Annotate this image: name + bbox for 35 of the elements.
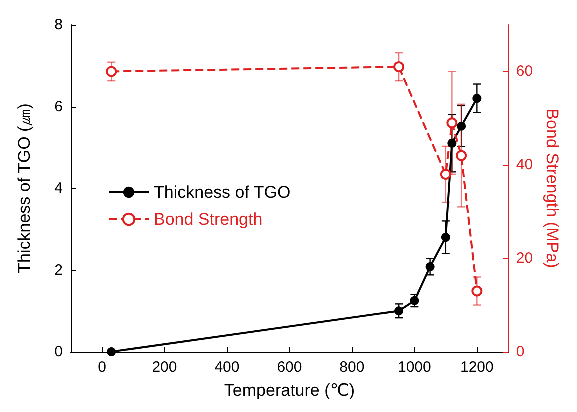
- y-tick-label: 8: [54, 16, 63, 34]
- x-tick-label: 1000: [398, 359, 432, 376]
- x-tick-label: 200: [152, 359, 178, 376]
- x-tick-label: 800: [340, 359, 365, 376]
- legend-label: Bond Strength: [154, 210, 263, 229]
- y-tick-label: 4: [54, 180, 63, 197]
- point: [107, 348, 116, 356]
- point: [394, 306, 404, 316]
- point: [446, 118, 458, 129]
- point: [426, 262, 435, 272]
- y-tick-label: 2: [54, 262, 63, 279]
- y2-tick-label: 20: [516, 250, 534, 268]
- point: [472, 286, 483, 297]
- y2-tick-label: 0: [516, 344, 525, 360]
- y2-axis-title: Bond Strength (MPa): [543, 108, 562, 268]
- y2-tick-label: 60: [516, 63, 534, 80]
- y-tick-label: 6: [54, 98, 63, 116]
- x-tick-label: 600: [277, 359, 302, 376]
- point: [394, 62, 405, 73]
- point: [440, 168, 452, 180]
- point: [410, 296, 420, 306]
- x-tick-label: 1200: [460, 359, 494, 376]
- legend-label: Thickness of TGO: [154, 183, 291, 202]
- point: [457, 122, 466, 131]
- point: [106, 66, 118, 78]
- x-tick-label: 400: [214, 359, 240, 376]
- y-axis-title: Thickness of TGO (㎛): [15, 104, 34, 274]
- point: [448, 139, 457, 148]
- y2-tick-label: 40: [516, 156, 534, 174]
- point: [456, 150, 468, 162]
- x-axis-title: Temperature (℃): [224, 381, 355, 400]
- x-tick-label: 0: [98, 359, 106, 376]
- point: [441, 233, 450, 242]
- point: [472, 94, 482, 104]
- y-tick-label: 0: [54, 344, 63, 360]
